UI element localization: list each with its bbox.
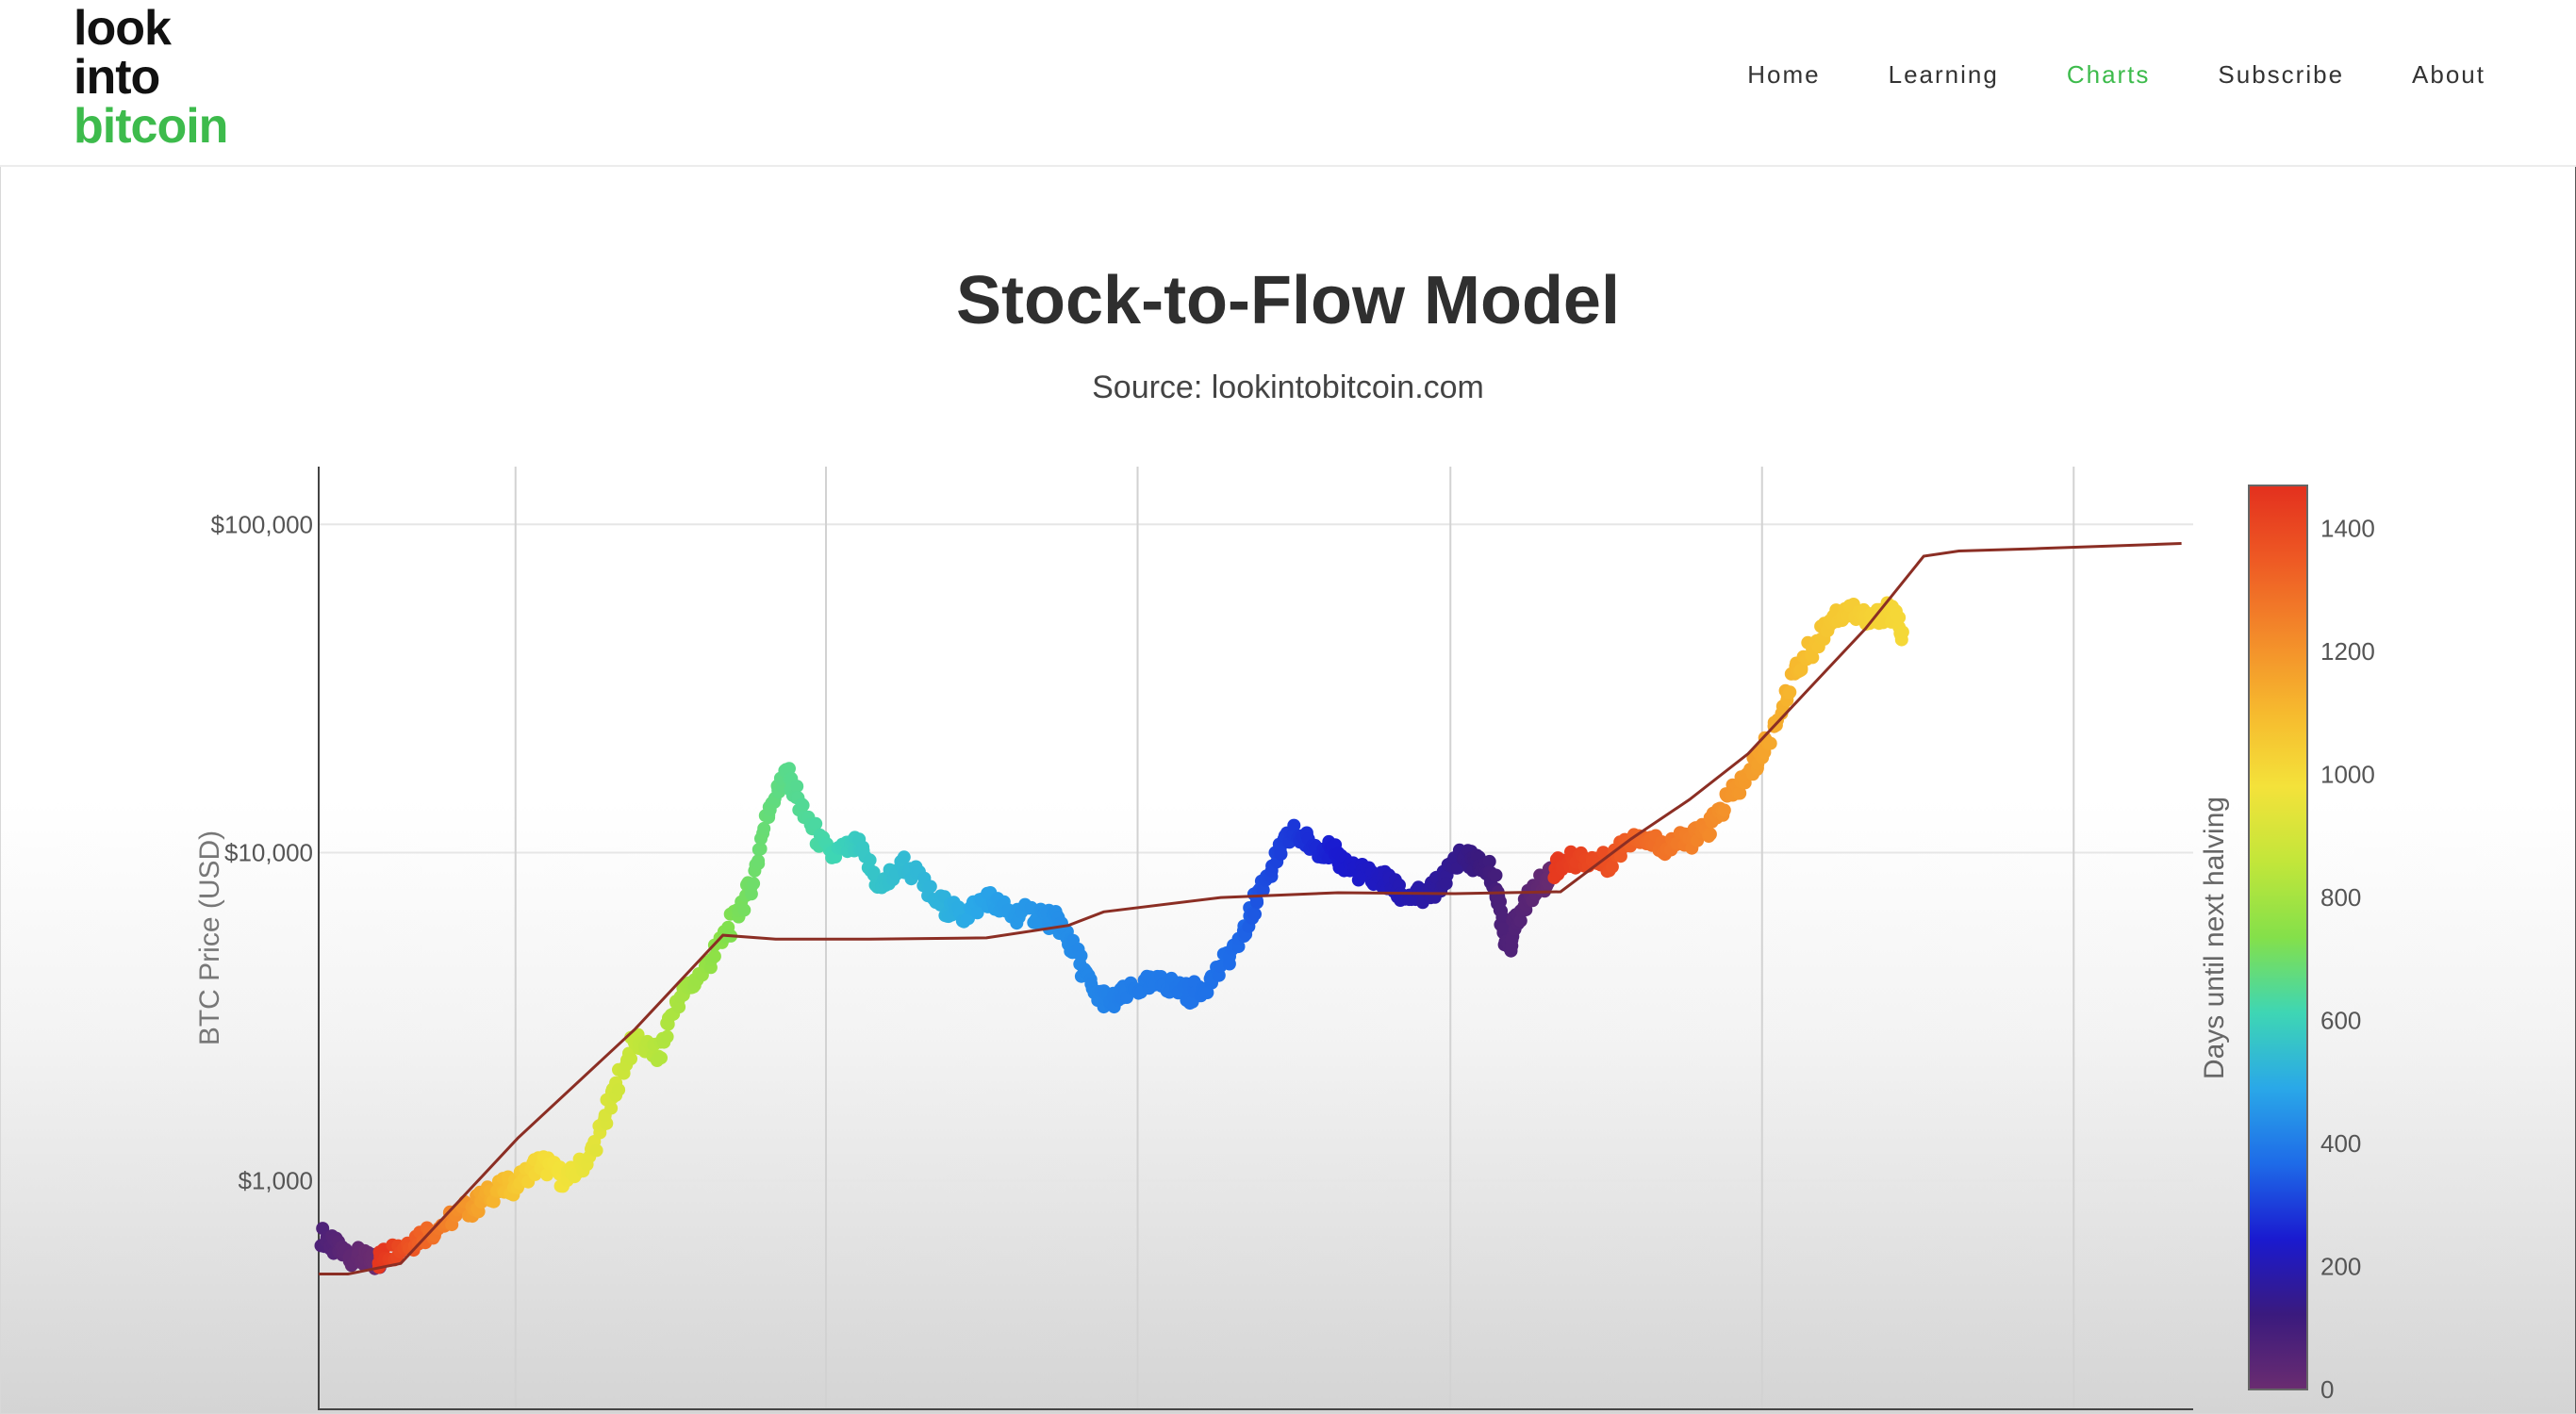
price-point (970, 906, 984, 920)
site-header: look into bitcoin Home Learning Charts S… (0, 0, 2576, 167)
colorbar-tick-label: 1000 (2320, 761, 2375, 789)
price-point (757, 821, 771, 835)
price-point (1895, 625, 1909, 639)
price-point (540, 1168, 554, 1182)
price-point (654, 1051, 668, 1065)
price-point (790, 780, 804, 794)
price-point (1287, 818, 1301, 832)
price-point (1274, 847, 1288, 861)
axis-layer: $1,000 $10,000 $100,000 BTC Price (USD) (194, 467, 2193, 1410)
price-point (1222, 957, 1236, 971)
colorbar-tick-label: 0 (2320, 1375, 2334, 1404)
price-point (707, 949, 721, 963)
price-point (1763, 736, 1777, 750)
price-point (737, 903, 751, 917)
price-point (747, 877, 761, 891)
nav-home[interactable]: Home (1747, 60, 1821, 89)
price-point (660, 1029, 674, 1044)
price-point (1794, 663, 1808, 677)
colorbar-tick-label: 1200 (2320, 637, 2375, 666)
price-point (863, 853, 877, 867)
price-point (809, 816, 823, 830)
colorbar-tick-label: 600 (2320, 1007, 2361, 1035)
nav-about[interactable]: About (2412, 60, 2485, 89)
price-point (1489, 868, 1503, 882)
price-point (612, 1083, 626, 1097)
logo-line-2: into (74, 50, 160, 105)
colorbar-tick-label: 400 (2320, 1129, 2361, 1158)
price-point (624, 1052, 637, 1066)
price-point (1783, 685, 1797, 699)
price-point (751, 854, 766, 868)
price-point (1495, 911, 1510, 925)
colorbar-tick-label: 1400 (2320, 515, 2375, 543)
y-axis-title: BTC Price (USD) (194, 830, 225, 1045)
price-point (1482, 854, 1496, 868)
price-point (897, 850, 911, 864)
colorbar-tick-label: 800 (2320, 883, 2361, 912)
price-point (1605, 860, 1619, 874)
price-point (783, 762, 796, 776)
model-price-line (319, 542, 2182, 1275)
logo-line-1: look (74, 1, 172, 56)
price-point (795, 797, 809, 812)
nav-charts[interactable]: Charts (2066, 60, 2151, 89)
site-logo[interactable]: look into bitcoin (74, 1, 228, 154)
price-point (486, 1194, 500, 1208)
colorbar-layer: 0 200 400 600 800 1000 1200 1400 Days until next… (2199, 485, 2375, 1404)
main-nav: Home Learning Charts Subscribe About (1747, 60, 2485, 90)
price-point (1248, 907, 1262, 921)
price-points-layer (314, 596, 1909, 1275)
colorbar-title: Days until next halving (2199, 797, 2230, 1079)
price-point (1717, 803, 1731, 817)
price-point (1256, 883, 1270, 897)
y-tick-label: $10,000 (224, 838, 313, 866)
price-point (1496, 922, 1511, 935)
price-point (1074, 949, 1088, 962)
price-point (589, 1143, 603, 1158)
nav-learning[interactable]: Learning (1888, 60, 1999, 89)
colorbar-tick-label: 200 (2320, 1253, 2361, 1281)
price-point (1703, 828, 1717, 841)
chart-title: Stock-to-Flow Model (956, 263, 1620, 338)
model-line-layer (319, 542, 2182, 1275)
price-point (1439, 877, 1453, 891)
y-tick-label: $1,000 (238, 1167, 313, 1195)
price-point (1892, 611, 1907, 625)
grid-layer (319, 467, 2193, 1410)
chart-subtitle: Source: lookintobitcoin.com (1092, 370, 1484, 405)
price-point (1733, 786, 1747, 800)
logo-line-3: bitcoin (74, 99, 228, 154)
y-tick-label: $100,000 (211, 510, 313, 538)
colorbar-gradient (2248, 485, 2308, 1390)
price-point (923, 880, 937, 894)
price-point (744, 887, 758, 901)
price-point (672, 1000, 686, 1014)
price-point (604, 1101, 619, 1115)
price-point (753, 842, 768, 856)
price-point (1032, 917, 1046, 930)
nav-subscribe[interactable]: Subscribe (2218, 60, 2345, 89)
